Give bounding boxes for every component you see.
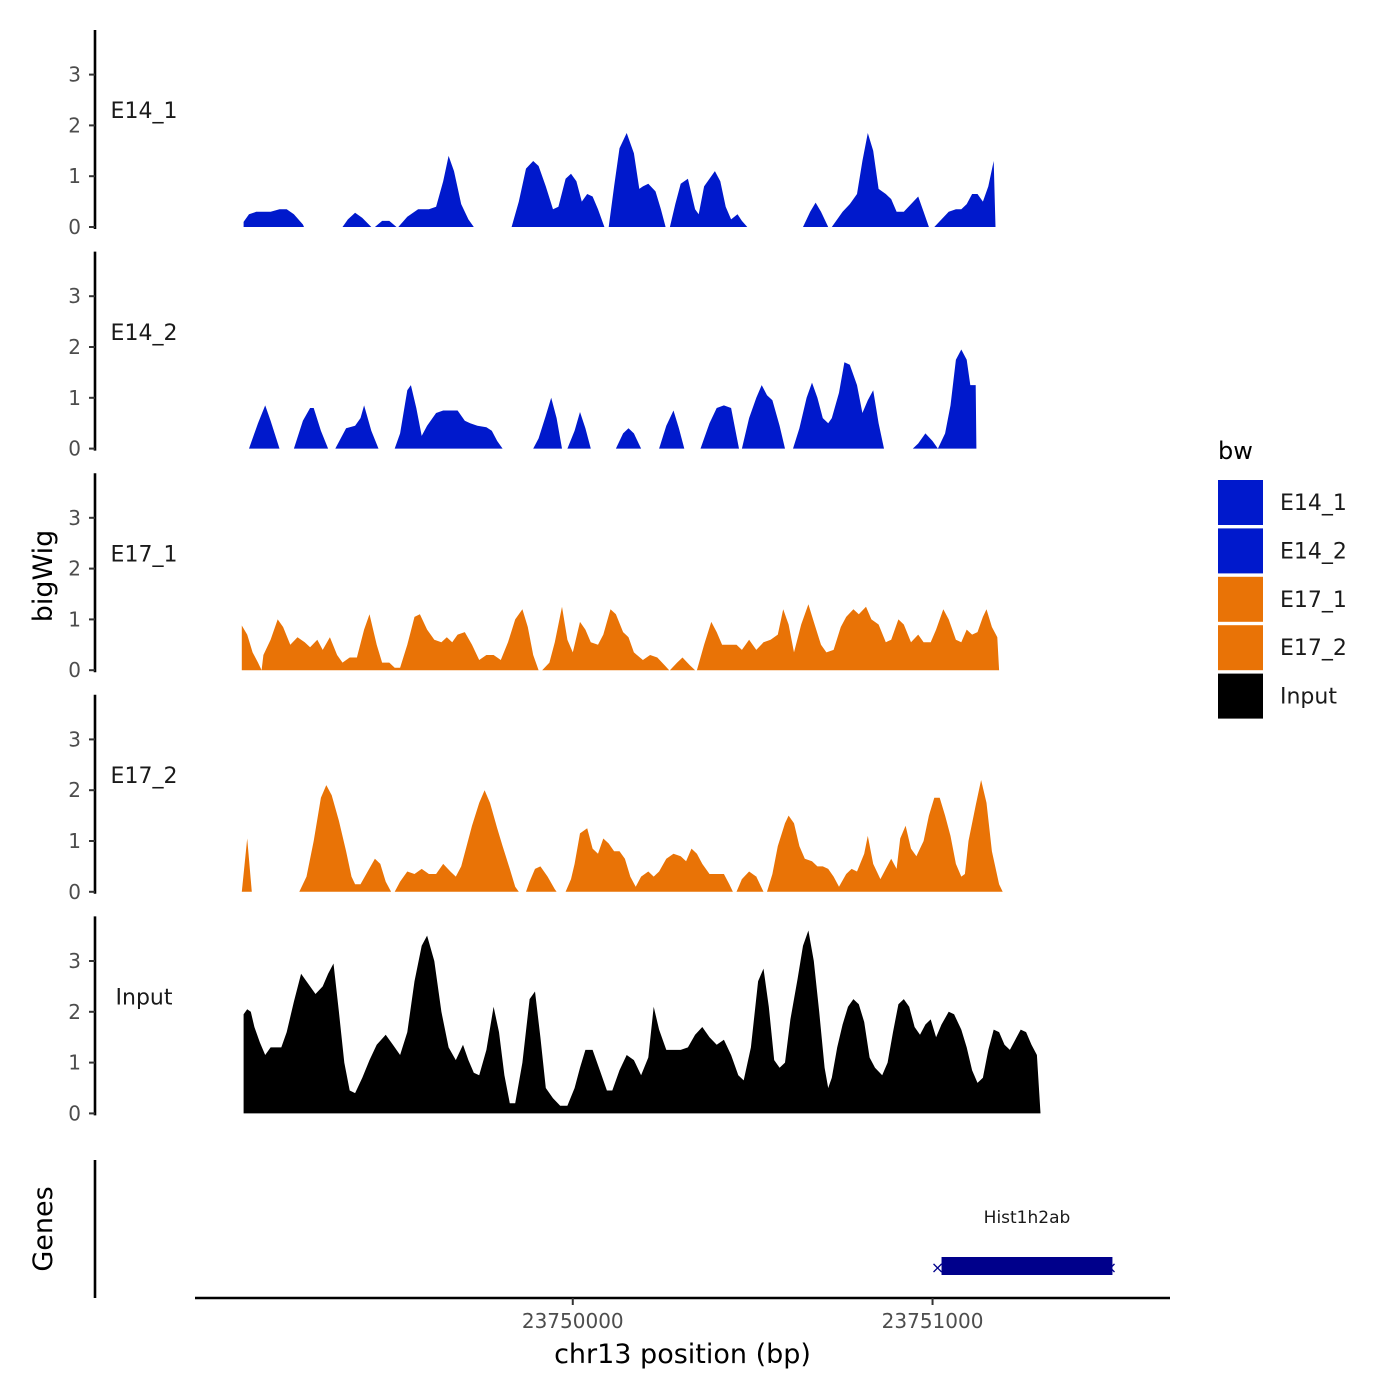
- x-tick-label: 23751000: [882, 1309, 984, 1333]
- signal-area-e14-2: [335, 405, 379, 449]
- signal-area-e14-2: [394, 385, 503, 449]
- y-tick-label: 1: [68, 1051, 81, 1075]
- signal-area-e14-1: [511, 161, 605, 227]
- genes-track: Genes × × Hist1h2ab: [28, 1160, 1117, 1298]
- signal-area-e17-2: [736, 871, 764, 892]
- signal-tracks: 0 1 2 3 E14_1 0 1 2 3 E14_2 0 1 2 3 E17_1 0 1 2 3 E17_2 0 1 2 3…: [68, 30, 1041, 1125]
- y-tick-label: 1: [68, 386, 81, 410]
- signal-area-input: [243, 930, 1041, 1114]
- track-label: E14_1: [111, 99, 178, 124]
- y-tick-label: 0: [68, 1101, 81, 1125]
- signal-area-e17-1: [261, 609, 539, 671]
- y-tick-label: 3: [68, 727, 81, 751]
- gene-name-label: Hist1h2ab: [984, 1208, 1071, 1228]
- signal-area-e17-2: [241, 838, 252, 892]
- signal-area-e14-2: [700, 405, 739, 449]
- y-tick-label: 0: [68, 215, 81, 239]
- signal-area-e14-1: [608, 133, 666, 227]
- legend-item-e14-2: E14_2: [1218, 528, 1347, 574]
- track-input: 0 1 2 3 Input: [68, 916, 1041, 1125]
- legend-label: E17_1: [1280, 588, 1347, 613]
- signal-area-e14-1: [669, 171, 748, 227]
- signal-area-e14-2: [912, 433, 938, 449]
- legend-item-e17-2: E17_2: [1218, 625, 1347, 671]
- y-tick-label: 0: [68, 658, 81, 682]
- signal-area-e17-1: [542, 606, 670, 671]
- signal-area-e14-1: [803, 202, 829, 227]
- signal-area-e17-2: [565, 828, 733, 892]
- legend-item-e14-1: E14_1: [1218, 480, 1347, 525]
- signal-area-e17-1: [241, 625, 262, 671]
- y-tick-label: 3: [68, 506, 81, 530]
- gene-body: [941, 1257, 1113, 1275]
- track-label: E17_1: [111, 542, 178, 567]
- signal-area-e14-1: [342, 212, 372, 227]
- signal-area-e14-2: [659, 410, 685, 449]
- y-tick-label: 3: [68, 284, 81, 308]
- track-e14-1: 0 1 2 3 E14_1: [68, 30, 996, 239]
- y-tick-label: 2: [68, 335, 81, 359]
- x-axis-title: chr13 position (bp): [554, 1339, 811, 1370]
- signal-area-e14-2: [615, 428, 642, 449]
- y-tick-label: 1: [68, 164, 81, 188]
- legend-swatch: [1218, 673, 1263, 719]
- signal-area-e14-1: [934, 161, 996, 227]
- signal-area-e17-2: [394, 790, 519, 892]
- signal-area-e17-2: [299, 785, 392, 892]
- track-label: Input: [116, 986, 173, 1011]
- signal-area-e17-2: [767, 780, 1003, 892]
- y-tick-label: 2: [68, 557, 81, 581]
- legend-swatch: [1218, 576, 1263, 622]
- legend-label: Input: [1280, 685, 1337, 710]
- track-label: E17_2: [111, 764, 178, 789]
- signal-area-e14-1: [398, 155, 474, 227]
- y-tick-label: 2: [68, 113, 81, 137]
- track-label: E14_2: [111, 321, 178, 346]
- legend-label: E14_2: [1280, 539, 1347, 564]
- genes-track-title: Genes: [28, 1186, 59, 1271]
- gene-strand-marker-start: ×: [931, 1258, 944, 1277]
- x-tick-label: 23750000: [522, 1309, 624, 1333]
- legend-swatch: [1218, 528, 1263, 574]
- y-tick-label: 2: [68, 778, 81, 802]
- signal-area-e14-2: [293, 408, 329, 449]
- legend-item-e17-1: E17_1: [1218, 576, 1347, 622]
- legend-swatch: [1218, 625, 1263, 671]
- signal-area-e14-1: [831, 133, 929, 227]
- x-axis: 23750000 23751000: [195, 1296, 1170, 1333]
- signal-area-e17-1: [696, 604, 1000, 671]
- signal-area-e14-2: [249, 405, 280, 449]
- signal-area-e17-1: [669, 657, 696, 671]
- y-tick-label: 0: [68, 880, 81, 904]
- track-e17-2: 0 1 2 3 E17_2: [68, 694, 1003, 904]
- y-tick-label: 3: [68, 63, 81, 87]
- signal-area-e14-2: [533, 397, 562, 449]
- signal-area-e14-2: [567, 412, 591, 449]
- signal-area-e14-2: [937, 349, 977, 449]
- signal-area-e14-1: [374, 220, 397, 227]
- legend-label: E17_2: [1280, 636, 1347, 661]
- y-tick-label: 2: [68, 1000, 81, 1024]
- signal-area-e14-2: [793, 362, 884, 449]
- y-axis-title: bigWig: [28, 530, 59, 623]
- y-tick-label: 1: [68, 607, 81, 631]
- signal-area-e14-2: [741, 385, 785, 449]
- signal-area-e17-2: [526, 866, 557, 892]
- y-tick-label: 0: [68, 437, 81, 461]
- track-e14-2: 0 1 2 3 E14_2: [68, 251, 977, 461]
- legend-swatch: [1218, 480, 1263, 525]
- legend-item-input: Input: [1218, 673, 1337, 719]
- legend-title: bw: [1218, 437, 1253, 465]
- y-tick-label: 1: [68, 829, 81, 853]
- legend-label: E14_1: [1280, 491, 1347, 516]
- signal-area-e14-1: [243, 209, 304, 227]
- track-e17-1: 0 1 2 3 E17_1: [68, 473, 1000, 682]
- legend: bw E14_1 E14_2 E17_1 E17_2 Input: [1218, 437, 1347, 719]
- gene-strand-marker-end: ×: [1104, 1258, 1117, 1277]
- y-tick-label: 3: [68, 949, 81, 973]
